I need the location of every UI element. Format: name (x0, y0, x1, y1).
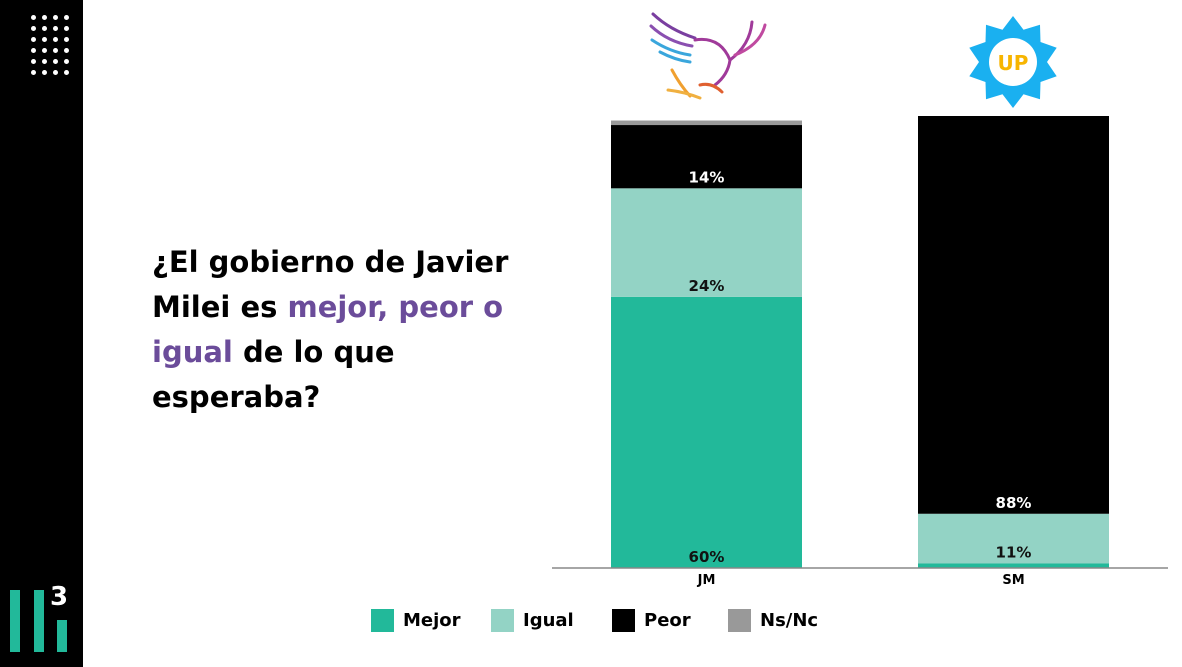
bar-sm-peor (918, 116, 1109, 514)
decor-dot (64, 37, 69, 42)
decor-dot (31, 15, 36, 20)
decor-dot (31, 37, 36, 42)
brand-logo-text: 3 (50, 582, 69, 612)
decor-dot (42, 70, 47, 75)
decor-dot (42, 15, 47, 20)
decor-dot (42, 26, 47, 31)
legend-label: Ns/Nc (760, 609, 819, 631)
bar-jm-peor (611, 125, 802, 189)
legend-item: Ns/Nc (728, 608, 818, 632)
data-label: 14% (689, 168, 725, 186)
question-title: ¿El gobierno de Javier Milei es mejor, p… (152, 240, 552, 420)
question-highlight: mejor, peor o igual (152, 290, 504, 369)
data-label: 88% (996, 494, 1032, 512)
bar-jm-mejor (611, 296, 802, 568)
legend-swatch (612, 608, 635, 632)
legend-item: Igual (491, 608, 574, 632)
x-tick-label: SM (1002, 573, 1024, 588)
data-label: 11% (996, 543, 1032, 561)
decor-dot (31, 48, 36, 53)
decor-dot (64, 59, 69, 64)
decor-dot (64, 15, 69, 20)
legend-label: Peor (644, 609, 691, 631)
decor-dot (53, 59, 58, 64)
decor-dot (31, 70, 36, 75)
data-label: 24% (689, 277, 725, 295)
up-logo: UP (969, 16, 1057, 108)
decor-dot (42, 59, 47, 64)
decor-dot (31, 59, 36, 64)
legend-item: Mejor (371, 608, 461, 632)
question-text: ¿El gobierno de Javier Milei es (152, 245, 509, 324)
bar-jm-ns-nc (611, 120, 802, 126)
decor-dot (42, 48, 47, 53)
decor-dot (53, 48, 58, 53)
x-tick-label: JM (697, 573, 716, 588)
decor-dot (64, 48, 69, 53)
decor-dot (53, 70, 58, 75)
sidebar: 3 (0, 0, 83, 667)
decor-dot (42, 37, 47, 42)
legend-item: Peor (612, 608, 691, 632)
decor-dot (53, 26, 58, 31)
decor-dot (53, 37, 58, 42)
legend-label: Igual (523, 609, 574, 631)
decor-dot (64, 26, 69, 31)
decor-dot (31, 26, 36, 31)
decor-dot (53, 15, 58, 20)
data-label: 60% (689, 548, 725, 566)
decor-dot (64, 70, 69, 75)
legend-swatch (371, 608, 394, 632)
up-logo-text: UP (998, 51, 1029, 75)
bar-sm-igual (918, 513, 1109, 564)
legend-swatch (491, 608, 514, 632)
eagle-logo (649, 12, 767, 100)
bar-jm-igual (611, 188, 802, 297)
bar-sm-mejor (918, 563, 1109, 568)
legend-label: Mejor (403, 609, 461, 631)
question-text-end: de lo que esperaba? (152, 335, 395, 414)
legend-swatch (728, 608, 751, 632)
